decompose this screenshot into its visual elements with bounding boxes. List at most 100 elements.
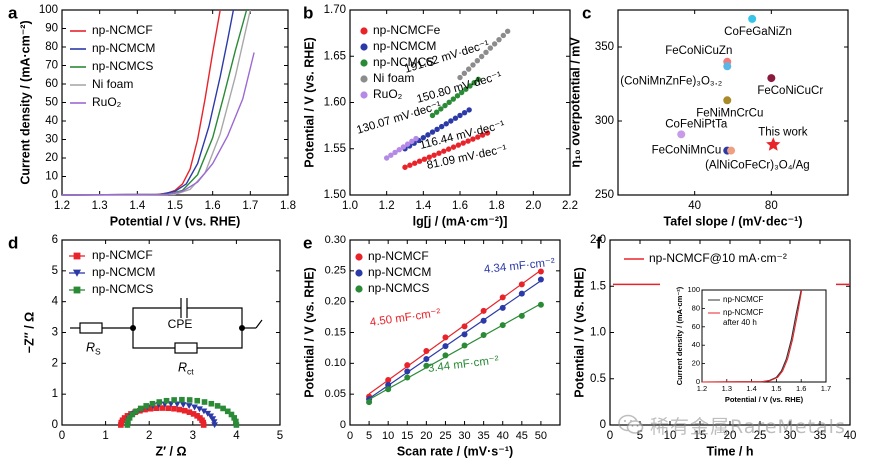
panel-letter-d: d <box>8 233 18 252</box>
panel-letter-a: a <box>8 3 18 22</box>
data-point-2 <box>156 399 163 405</box>
legend-label: np-NCMCFe <box>373 23 441 37</box>
panel-letter-f: f <box>596 233 602 252</box>
data-point-3 <box>470 62 476 68</box>
data-point-1 <box>404 368 411 375</box>
data-point-2 <box>171 397 177 403</box>
data-point-2 <box>366 399 373 406</box>
data-point-0 <box>518 281 525 288</box>
data-point-1 <box>452 115 459 121</box>
data-point-3 <box>487 45 494 51</box>
y-tick-label: 0.25 <box>325 265 346 277</box>
y-tick-label: 350 <box>595 41 614 53</box>
data-point-2 <box>137 405 144 412</box>
legend-label: np-NCMCM <box>368 265 431 279</box>
x-tick-label: 1.0 <box>342 200 358 212</box>
legend-label: np-NCMCS <box>373 55 434 69</box>
data-point-1 <box>173 401 181 408</box>
x-tick-label: 30 <box>784 430 797 442</box>
data-point-2 <box>126 415 133 421</box>
y-tick-label: 1.5 <box>590 280 606 292</box>
data-point-0 <box>190 411 197 417</box>
data-point-2 <box>537 301 544 308</box>
x-axis-label: Potential / V (vs. RHE) <box>110 214 241 228</box>
legend-swatch <box>360 91 368 99</box>
data-point-2 <box>442 352 449 359</box>
inset-x-tick-label: 1.6 <box>796 384 806 393</box>
data-point-2 <box>471 79 477 86</box>
inset-y-tick-label: 20 <box>692 359 700 368</box>
data-point-0 <box>176 406 183 413</box>
data-point-0 <box>171 405 177 412</box>
data-point-1 <box>457 112 463 119</box>
point-label: This work <box>758 127 807 139</box>
data-point-2 <box>461 342 468 349</box>
data-point-0 <box>186 409 193 415</box>
wechat-icon <box>618 414 644 434</box>
data-point-2 <box>201 399 208 405</box>
data-point-3 <box>474 58 481 64</box>
data-point-3 <box>491 41 498 47</box>
y-tick-label: 0.05 <box>325 388 346 400</box>
data-point-4 <box>392 149 398 156</box>
series-line-2 <box>61 9 248 196</box>
x-tick-label: 15 <box>401 430 413 442</box>
data-point-0 <box>121 415 128 421</box>
y-tick-label: 5 <box>52 265 58 277</box>
y-tick-label: 10 <box>45 171 58 183</box>
panel-letter-e: e <box>303 233 312 252</box>
data-point-3 <box>457 74 463 81</box>
x-tick-label: 1.3 <box>92 200 108 212</box>
x-tick-label: 1.6 <box>205 200 221 212</box>
rct-label: R <box>178 360 187 374</box>
data-point-1 <box>210 419 218 426</box>
rs-subscript: S <box>95 346 101 356</box>
data-point-1 <box>385 381 392 388</box>
x-tick-label: 3 <box>190 430 196 442</box>
panel-f-axes: 0 5 10 15 20 25 30 35 40 0 0.5 1.0 1.5 2.0 Time / h Pot… <box>572 234 856 458</box>
data-point-2 <box>450 96 457 102</box>
data-point-1 <box>438 123 445 130</box>
data-point-1 <box>200 408 208 415</box>
data-point-0 <box>404 362 411 369</box>
data-point-1 <box>518 290 525 297</box>
legend-label: Ni foam <box>92 77 133 91</box>
data-point-1 <box>196 406 203 413</box>
panel-b-axes: 1.0 1.2 1.4 1.6 1.8 2.0 2.2 1.50 1.55 1.60 1.65 1.7… <box>302 4 578 228</box>
y-tick-label: 0.20 <box>325 296 346 308</box>
y-tick-label: 2.0 <box>590 234 606 246</box>
data-point-0 <box>460 140 466 146</box>
data-point-0 <box>461 323 468 330</box>
y-tick-label: 50 <box>45 97 58 109</box>
data-point-0 <box>455 142 462 148</box>
inset-y-tick-label: 60 <box>692 322 700 331</box>
inset-x-tick-label: 1.4 <box>746 384 756 393</box>
legend-marker <box>73 252 81 260</box>
data-point-3 <box>767 74 776 83</box>
x-tick-label: 5 <box>277 430 283 442</box>
resistor-rs <box>79 322 103 334</box>
data-point-2 <box>179 396 185 403</box>
data-point-2 <box>518 312 525 319</box>
capacitance-annotation: 3.44 mF·cm⁻² <box>427 354 499 375</box>
data-point-4 <box>413 135 419 142</box>
x-tick-label: 25 <box>754 430 767 442</box>
data-point-2 <box>499 322 506 329</box>
x-tick-label: 40 <box>497 430 509 442</box>
data-point-2 <box>442 102 448 109</box>
wire <box>132 307 181 328</box>
data-point-3 <box>500 32 507 39</box>
data-point-2 <box>214 403 221 409</box>
data-point-2 <box>475 76 482 83</box>
inset-y-tick-label: 100 <box>687 285 700 294</box>
series-line-1 <box>61 9 235 196</box>
data-point-1 <box>442 343 449 350</box>
panel-c-axes: 40 80 250 300 350 Tafel slope / (mV·dec⁻¹) η₁₀… <box>568 9 849 228</box>
x-tick-label: 20 <box>420 430 432 442</box>
resistor-rct <box>174 342 198 354</box>
data-point-0 <box>194 413 200 419</box>
x-tick-label: 0 <box>607 430 613 442</box>
inset-legend-label: np-NCMCF <box>723 308 764 317</box>
legend-label: np-NCMCS <box>368 281 429 295</box>
x-tick-label: 1.8 <box>280 200 296 212</box>
